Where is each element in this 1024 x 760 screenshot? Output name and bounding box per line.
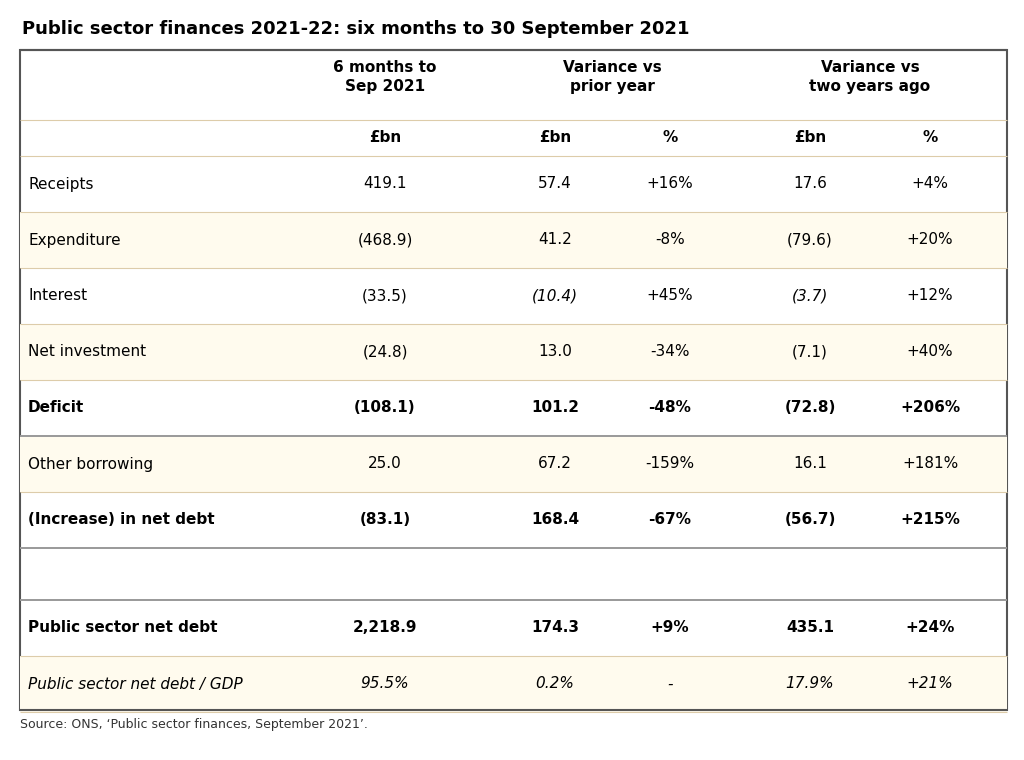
- Text: 16.1: 16.1: [793, 457, 827, 471]
- Text: Variance vs: Variance vs: [563, 59, 662, 74]
- Text: Sep 2021: Sep 2021: [345, 80, 425, 94]
- Text: +45%: +45%: [647, 289, 693, 303]
- Text: -: -: [668, 676, 673, 692]
- Text: 17.6: 17.6: [793, 176, 827, 192]
- Text: +215%: +215%: [900, 512, 959, 527]
- Text: %: %: [663, 131, 678, 145]
- Text: Receipts: Receipts: [28, 176, 93, 192]
- Text: 435.1: 435.1: [786, 620, 834, 635]
- Text: +206%: +206%: [900, 401, 961, 416]
- Text: (33.5): (33.5): [362, 289, 408, 303]
- Bar: [20, 50, 1007, 710]
- Bar: [20, 436, 1007, 492]
- Text: Other borrowing: Other borrowing: [28, 457, 154, 471]
- Text: (7.1): (7.1): [792, 344, 828, 359]
- Text: 2,218.9: 2,218.9: [352, 620, 417, 635]
- Text: -67%: -67%: [648, 512, 691, 527]
- Text: Interest: Interest: [28, 289, 87, 303]
- Text: 419.1: 419.1: [364, 176, 407, 192]
- Text: 25.0: 25.0: [368, 457, 401, 471]
- Text: +40%: +40%: [906, 344, 953, 359]
- Text: (56.7): (56.7): [784, 512, 836, 527]
- Text: +21%: +21%: [906, 676, 953, 692]
- Text: 13.0: 13.0: [538, 344, 572, 359]
- Text: Expenditure: Expenditure: [28, 233, 121, 248]
- Text: -48%: -48%: [648, 401, 691, 416]
- Bar: [20, 212, 1007, 268]
- Text: £bn: £bn: [794, 131, 826, 145]
- Text: 67.2: 67.2: [538, 457, 572, 471]
- Text: Public sector finances 2021-22: six months to 30 September 2021: Public sector finances 2021-22: six mont…: [22, 20, 689, 38]
- Text: -8%: -8%: [655, 233, 685, 248]
- Text: +12%: +12%: [906, 289, 953, 303]
- Text: +20%: +20%: [906, 233, 953, 248]
- Text: +16%: +16%: [646, 176, 693, 192]
- Text: Deficit: Deficit: [28, 401, 84, 416]
- Text: +4%: +4%: [911, 176, 948, 192]
- Text: Public sector net debt: Public sector net debt: [28, 620, 217, 635]
- Text: £bn: £bn: [369, 131, 401, 145]
- Text: (72.8): (72.8): [784, 401, 836, 416]
- Text: Public sector net debt / GDP: Public sector net debt / GDP: [28, 676, 243, 692]
- Text: +24%: +24%: [905, 620, 954, 635]
- Text: 168.4: 168.4: [530, 512, 579, 527]
- Text: 0.2%: 0.2%: [536, 676, 574, 692]
- Text: (10.4): (10.4): [531, 289, 579, 303]
- Bar: [20, 656, 1007, 712]
- Text: Source: ONS, ‘Public sector finances, September 2021’.: Source: ONS, ‘Public sector finances, Se…: [20, 718, 368, 731]
- Text: %: %: [923, 131, 938, 145]
- Text: (24.8): (24.8): [362, 344, 408, 359]
- Text: -159%: -159%: [645, 457, 694, 471]
- Text: (3.7): (3.7): [792, 289, 828, 303]
- Text: 95.5%: 95.5%: [360, 676, 410, 692]
- Text: prior year: prior year: [570, 80, 655, 94]
- Text: +181%: +181%: [902, 457, 958, 471]
- Text: (Increase) in net debt: (Increase) in net debt: [28, 512, 215, 527]
- Text: £bn: £bn: [539, 131, 571, 145]
- Text: (79.6): (79.6): [787, 233, 833, 248]
- Text: Net investment: Net investment: [28, 344, 146, 359]
- Text: 17.9%: 17.9%: [785, 676, 835, 692]
- Text: 174.3: 174.3: [531, 620, 579, 635]
- Text: 6 months to: 6 months to: [334, 59, 436, 74]
- Text: +9%: +9%: [650, 620, 689, 635]
- Text: 57.4: 57.4: [539, 176, 571, 192]
- Text: (468.9): (468.9): [357, 233, 413, 248]
- Text: 101.2: 101.2: [531, 401, 579, 416]
- Text: (108.1): (108.1): [354, 401, 416, 416]
- Text: 41.2: 41.2: [539, 233, 571, 248]
- Text: two years ago: two years ago: [809, 80, 931, 94]
- Text: Variance vs: Variance vs: [820, 59, 920, 74]
- Bar: [20, 324, 1007, 380]
- Text: -34%: -34%: [650, 344, 690, 359]
- Text: (83.1): (83.1): [359, 512, 411, 527]
